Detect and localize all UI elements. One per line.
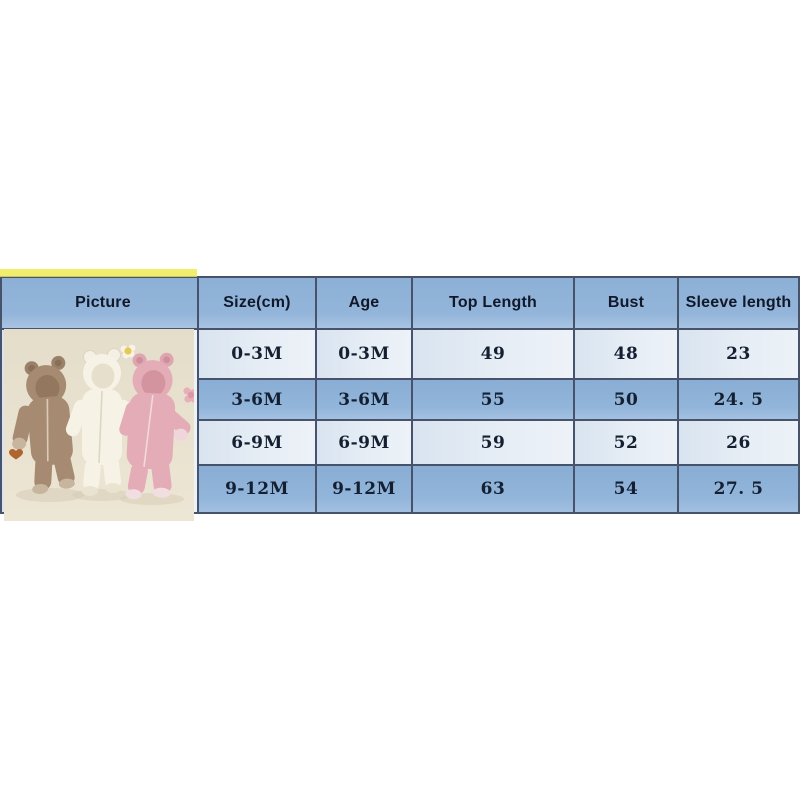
size-cell: 9-12M	[197, 464, 317, 514]
column-header-picture: Picture	[0, 276, 199, 330]
table-row: 9-12M 9-12M 63 54 27. 5	[1, 464, 800, 514]
pink-flower-icon	[183, 387, 194, 403]
romper-brown	[12, 355, 75, 495]
flower-toy-icon	[120, 344, 136, 359]
sleeve-length-cell: 23	[677, 328, 800, 380]
column-header-bust: Bust	[573, 276, 679, 330]
bust-cell: 52	[573, 419, 679, 466]
age-cell: 0-3M	[315, 328, 413, 380]
column-header-sleeve-length: Sleeve length	[677, 276, 800, 330]
table-row: 6-9M 6-9M 59 52 26	[1, 419, 800, 466]
romper-pink	[119, 352, 191, 500]
bust-cell: 50	[573, 378, 679, 421]
sleeve-length-cell: 26	[677, 419, 800, 466]
size-cell: 3-6M	[197, 378, 317, 421]
highlight-strip	[0, 269, 197, 277]
age-cell: 6-9M	[315, 419, 413, 466]
size-cell: 6-9M	[197, 419, 317, 466]
heart-toy-icon	[9, 449, 23, 460]
column-header-age: Age	[315, 276, 413, 330]
top-length-cell: 55	[411, 378, 575, 421]
age-cell: 9-12M	[315, 464, 413, 514]
age-cell: 3-6M	[315, 378, 413, 421]
sleeve-length-cell: 27. 5	[677, 464, 800, 514]
size-chart-header-row: Picture Size(cm) Age Top Length Bust Sle…	[0, 276, 800, 330]
top-length-cell: 63	[411, 464, 575, 514]
size-cell: 0-3M	[197, 328, 317, 380]
column-header-top-length: Top Length	[411, 276, 575, 330]
sleeve-length-cell: 24. 5	[677, 378, 800, 421]
bust-cell: 48	[573, 328, 679, 380]
column-header-size: Size(cm)	[197, 276, 317, 330]
top-length-cell: 59	[411, 419, 575, 466]
product-photo	[4, 329, 194, 521]
top-length-cell: 49	[411, 328, 575, 380]
bust-cell: 54	[573, 464, 679, 514]
table-row: 3-6M 3-6M 55 50 24. 5	[1, 378, 800, 421]
